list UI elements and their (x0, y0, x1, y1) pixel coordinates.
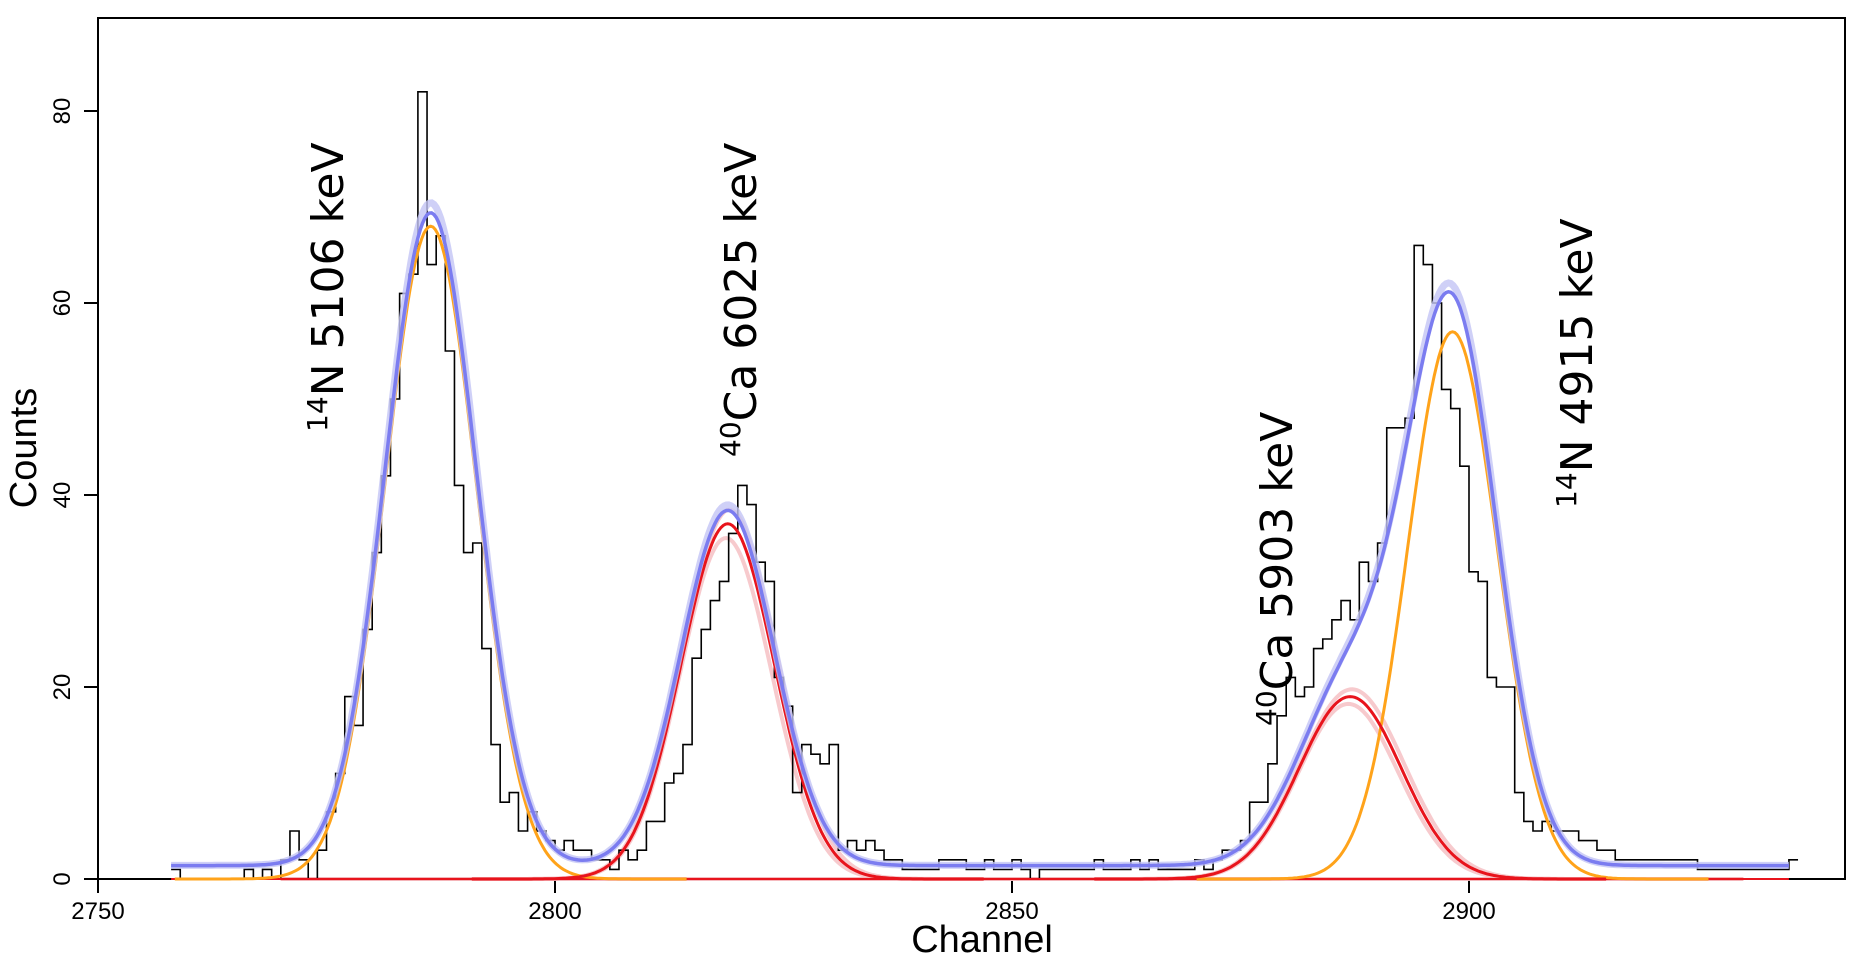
x-tick-label: 2850 (985, 898, 1038, 925)
histogram-series (171, 91, 1799, 880)
total-fit-curve (171, 211, 1789, 868)
series-layer (171, 91, 1799, 881)
y-axis: 0 20 40 60 80 (49, 98, 99, 886)
y-tick-label: 0 (49, 872, 76, 885)
total-fit-band (171, 199, 1789, 869)
x-axis: 2750 2800 2850 2900 (71, 878, 1496, 925)
x-tick-label: 2750 (71, 898, 124, 925)
x-tick-label: 2900 (1442, 898, 1495, 925)
y-axis-title: Counts (3, 388, 45, 508)
y-tick-label: 60 (49, 290, 76, 317)
peak-label-ca40-6025: 40Ca 6025 keV (714, 143, 767, 457)
x-axis-title: Channel (911, 919, 1053, 957)
peak-label-n14-4915: 14N 4915 keV (1550, 218, 1603, 508)
x-tick-label: 2800 (528, 898, 581, 925)
red-fit-curve (471, 522, 984, 881)
peak-label-ca40-5903: 40Ca 5903 keV (1250, 412, 1303, 726)
orange-fit-curve (1196, 330, 1709, 881)
red-fit-curve (1094, 695, 1607, 881)
peak-label-n14-5106: 14N 5106 keV (301, 142, 354, 432)
orange-fit-curve (174, 224, 687, 881)
y-tick-label: 20 (49, 674, 76, 701)
y-tick-label: 80 (49, 98, 76, 125)
y-tick-label: 40 (49, 482, 76, 509)
